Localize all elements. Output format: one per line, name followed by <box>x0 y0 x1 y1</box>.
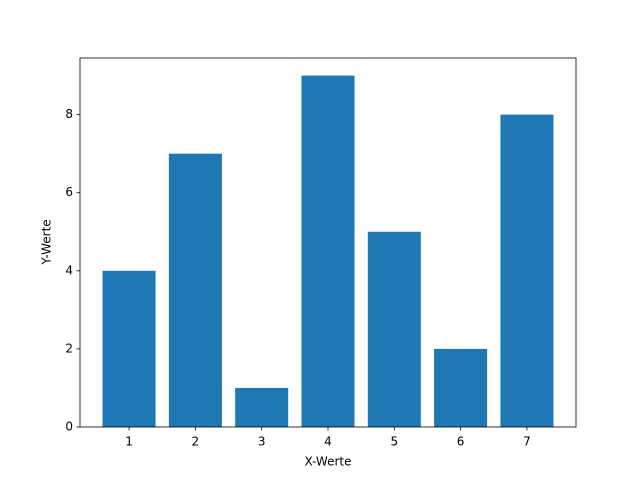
x-tick-label: 2 <box>192 435 200 449</box>
y-axis-label: Y-Werte <box>40 219 54 265</box>
bar <box>102 270 156 427</box>
x-tick-label: 5 <box>390 435 398 449</box>
bar <box>367 231 421 427</box>
bar <box>434 348 488 427</box>
y-tick-label: 8 <box>65 107 73 121</box>
y-tick-label: 0 <box>65 420 73 434</box>
x-tick-label: 4 <box>324 435 332 449</box>
y-tick-label: 6 <box>65 185 73 199</box>
x-tick-label: 3 <box>258 435 266 449</box>
x-tick-label: 7 <box>523 435 531 449</box>
bar <box>235 387 289 427</box>
y-tick-label: 2 <box>65 341 73 355</box>
y-tick-label: 4 <box>65 263 73 277</box>
bar <box>301 75 355 428</box>
x-tick-label: 6 <box>457 435 465 449</box>
x-tick-label: 1 <box>125 435 133 449</box>
bar <box>168 153 222 427</box>
bar <box>500 114 554 427</box>
x-axis-label: X-Werte <box>304 455 351 469</box>
